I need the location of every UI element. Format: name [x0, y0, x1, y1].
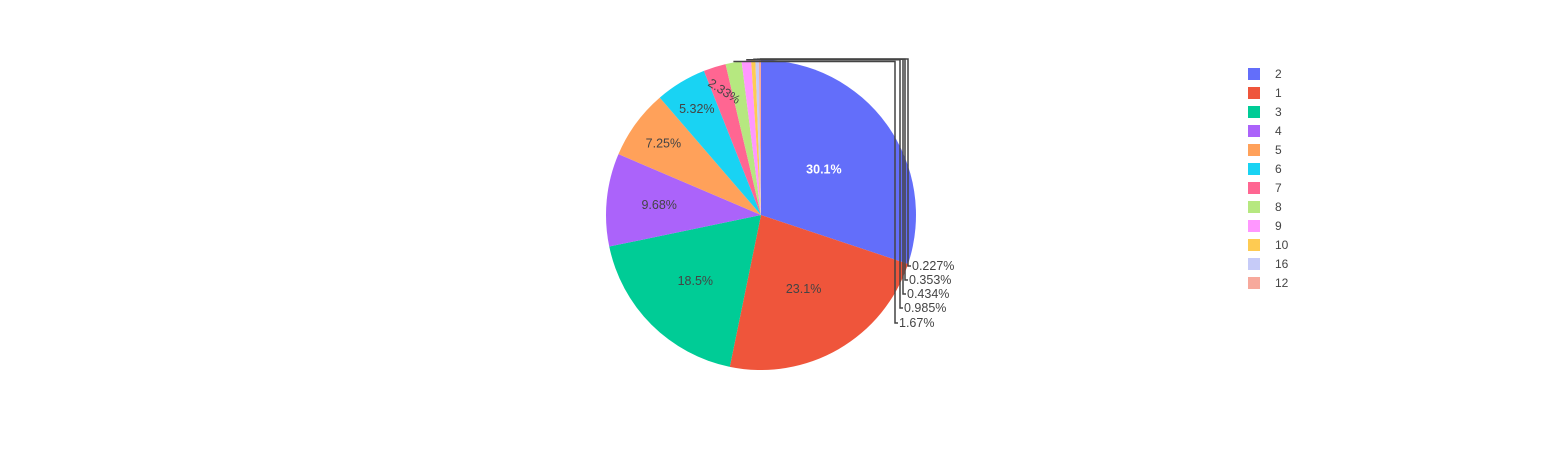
leader-line-9 [746, 58, 903, 309]
legend-item-10[interactable]: 10 [1248, 238, 1289, 252]
legend-swatch-9 [1248, 220, 1260, 232]
legend-label-2: 2 [1275, 67, 1282, 81]
legend-label-10: 10 [1275, 238, 1289, 252]
legend[interactable]: 2 1 3 4 5 6 7 8 9 10 16 12 [1248, 67, 1289, 290]
legend-item-8[interactable]: 8 [1248, 200, 1282, 214]
legend-swatch-16 [1248, 258, 1260, 270]
slice-label-5: 7.25% [646, 137, 681, 151]
legend-label-1: 1 [1275, 86, 1282, 100]
pie-slice-3[interactable] [609, 215, 761, 367]
pie-inside-labels: 30.1%23.1%18.5%9.68%7.25%5.32%2.33% [641, 76, 841, 296]
pie-slice-5[interactable] [618, 97, 761, 215]
legend-label-5: 5 [1275, 143, 1282, 157]
legend-swatch-8 [1248, 201, 1260, 213]
legend-swatch-12 [1248, 277, 1260, 289]
slice-label-1: 23.1% [786, 282, 821, 296]
legend-item-12[interactable]: 12 [1248, 276, 1289, 290]
slice-label-8: 1.67% [899, 316, 934, 330]
pie-slice-12[interactable] [758, 60, 761, 215]
legend-item-5[interactable]: 5 [1248, 143, 1282, 157]
pie-slice-16[interactable] [755, 60, 761, 215]
legend-swatch-3 [1248, 106, 1260, 118]
legend-label-4: 4 [1275, 124, 1282, 138]
legend-label-9: 9 [1275, 219, 1282, 233]
legend-label-6: 6 [1275, 162, 1282, 176]
slice-label-12: 0.227% [912, 259, 954, 273]
slice-label-3: 18.5% [678, 274, 713, 288]
slice-label-4: 9.68% [641, 198, 676, 212]
legend-label-3: 3 [1275, 105, 1282, 119]
legend-item-2[interactable]: 2 [1248, 67, 1282, 81]
legend-item-6[interactable]: 6 [1248, 162, 1282, 176]
legend-item-16[interactable]: 16 [1248, 257, 1289, 271]
legend-label-12: 12 [1275, 276, 1289, 290]
slice-label-2: 30.1% [806, 163, 841, 177]
legend-label-7: 7 [1275, 181, 1282, 195]
pie-slice-6[interactable] [659, 70, 761, 215]
legend-swatch-5 [1248, 144, 1260, 156]
legend-swatch-2 [1248, 68, 1260, 80]
legend-label-8: 8 [1275, 200, 1282, 214]
pie-outside-labels: 0.227%0.353%0.434%0.985%1.67% [733, 58, 954, 330]
pie-slice-10[interactable] [751, 60, 761, 215]
legend-item-3[interactable]: 3 [1248, 105, 1282, 119]
legend-item-4[interactable]: 4 [1248, 124, 1282, 138]
pie-slice-1[interactable] [729, 215, 909, 370]
pie-slice-8[interactable] [725, 61, 761, 215]
pie-slice-7[interactable] [703, 64, 761, 215]
legend-swatch-4 [1248, 125, 1260, 137]
pie-slice-2[interactable] [761, 60, 916, 264]
legend-item-9[interactable]: 9 [1248, 219, 1282, 233]
legend-swatch-6 [1248, 163, 1260, 175]
legend-swatch-10 [1248, 239, 1260, 251]
slice-label-6: 5.32% [679, 102, 714, 116]
pie-slices [606, 60, 916, 370]
pie-slice-4[interactable] [606, 154, 761, 247]
slice-label-10: 0.434% [907, 287, 949, 301]
slice-label-16: 0.353% [909, 273, 951, 287]
legend-item-7[interactable]: 7 [1248, 181, 1282, 195]
pie-slice-9[interactable] [741, 60, 761, 216]
slice-label-9: 0.985% [904, 301, 946, 315]
legend-item-1[interactable]: 1 [1248, 86, 1282, 100]
legend-swatch-7 [1248, 182, 1260, 194]
leader-line-8 [733, 60, 898, 324]
legend-swatch-1 [1248, 87, 1260, 99]
legend-label-16: 16 [1275, 257, 1289, 271]
